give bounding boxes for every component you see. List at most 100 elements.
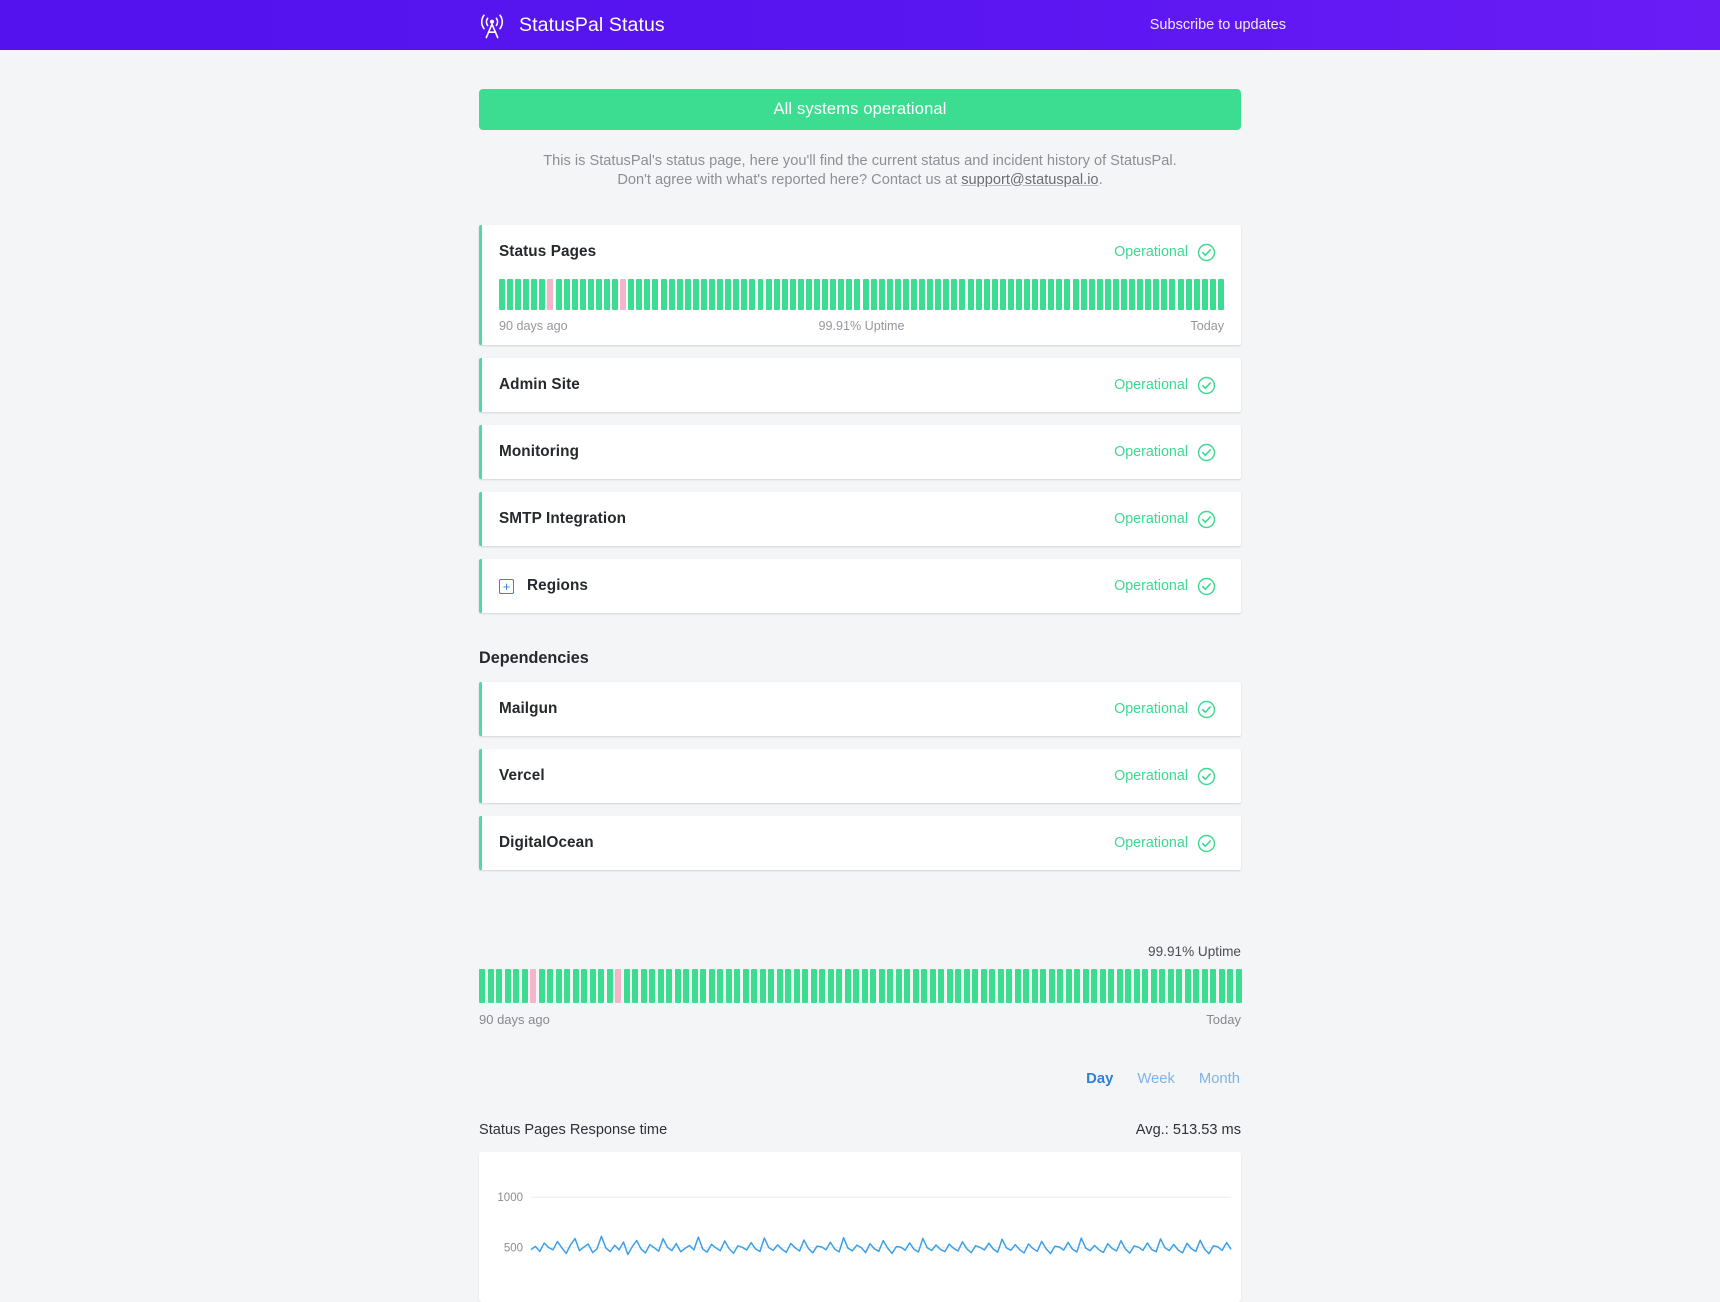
uptime-day-bar[interactable] bbox=[805, 279, 812, 310]
uptime-day-bar[interactable] bbox=[604, 279, 610, 310]
uptime-day-bar[interactable] bbox=[636, 279, 643, 310]
uptime-day-bar[interactable] bbox=[1096, 279, 1103, 310]
uptime-day-bar[interactable] bbox=[749, 279, 756, 310]
uptime-day-bar[interactable] bbox=[564, 969, 571, 1003]
uptime-day-bar[interactable] bbox=[854, 279, 861, 310]
uptime-day-bar[interactable] bbox=[959, 279, 966, 310]
uptime-day-bar[interactable] bbox=[838, 279, 845, 310]
uptime-day-bar[interactable] bbox=[660, 279, 667, 310]
uptime-day-bar[interactable] bbox=[963, 969, 970, 1003]
uptime-day-bar[interactable] bbox=[935, 279, 942, 310]
uptime-day-bar[interactable] bbox=[929, 969, 936, 1003]
uptime-day-bar[interactable] bbox=[830, 279, 837, 310]
uptime-day-bar[interactable] bbox=[1057, 969, 1064, 1003]
uptime-day-bar[interactable] bbox=[623, 969, 630, 1003]
uptime-day-bar[interactable] bbox=[523, 279, 530, 310]
uptime-day-bar[interactable] bbox=[861, 969, 868, 1003]
uptime-day-bar[interactable] bbox=[951, 279, 958, 310]
uptime-day-bar[interactable] bbox=[895, 969, 902, 1003]
uptime-day-bar[interactable] bbox=[1121, 279, 1127, 310]
uptime-day-bar[interactable] bbox=[862, 279, 869, 310]
uptime-day-bar[interactable] bbox=[975, 279, 982, 310]
uptime-day-bar[interactable] bbox=[1064, 279, 1071, 310]
uptime-day-bar[interactable] bbox=[802, 969, 809, 1003]
uptime-day-bar[interactable] bbox=[870, 969, 877, 1003]
uptime-day-bar[interactable] bbox=[1193, 279, 1200, 310]
uptime-day-bar[interactable] bbox=[1099, 969, 1106, 1003]
uptime-day-bar[interactable] bbox=[683, 969, 690, 1003]
uptime-day-bar[interactable] bbox=[538, 969, 545, 1003]
uptime-day-bar[interactable] bbox=[967, 279, 974, 310]
uptime-day-bar[interactable] bbox=[1031, 969, 1038, 1003]
uptime-day-bar[interactable] bbox=[547, 279, 554, 310]
uptime-day-bar[interactable] bbox=[797, 279, 804, 310]
uptime-day-bar[interactable] bbox=[589, 969, 596, 1003]
uptime-day-bar[interactable] bbox=[844, 969, 851, 1003]
uptime-day-bar[interactable] bbox=[725, 279, 732, 310]
uptime-day-bar[interactable] bbox=[853, 969, 860, 1003]
uptime-day-bar[interactable] bbox=[733, 279, 740, 310]
uptime-day-bar[interactable] bbox=[980, 969, 987, 1003]
uptime-day-bar[interactable] bbox=[983, 279, 990, 310]
uptime-day-bar[interactable] bbox=[555, 279, 562, 310]
uptime-day-bar[interactable] bbox=[1145, 279, 1152, 310]
uptime-day-bar[interactable] bbox=[691, 969, 698, 1003]
uptime-day-bar[interactable] bbox=[946, 969, 953, 1003]
uptime-day-bar[interactable] bbox=[572, 969, 579, 1003]
uptime-day-bar[interactable] bbox=[886, 279, 893, 310]
uptime-day-bar[interactable] bbox=[776, 969, 783, 1003]
uptime-bar-chart[interactable] bbox=[499, 279, 1224, 310]
uptime-day-bar[interactable] bbox=[870, 279, 877, 310]
uptime-day-bar[interactable] bbox=[499, 279, 505, 310]
uptime-day-bar[interactable] bbox=[912, 969, 919, 1003]
plus-square-icon[interactable]: + bbox=[499, 578, 514, 594]
uptime-day-bar[interactable] bbox=[1088, 279, 1095, 310]
uptime-day-bar[interactable] bbox=[827, 969, 834, 1003]
uptime-day-bar[interactable] bbox=[878, 969, 885, 1003]
uptime-day-bar[interactable] bbox=[1023, 969, 1030, 1003]
uptime-day-bar[interactable] bbox=[700, 279, 707, 310]
uptime-day-bar[interactable] bbox=[765, 279, 772, 310]
uptime-day-bar[interactable] bbox=[822, 279, 829, 310]
uptime-day-bar[interactable] bbox=[741, 279, 748, 310]
uptime-day-bar[interactable] bbox=[1007, 279, 1014, 310]
dependency-card-digitalocean[interactable]: DigitalOcean Operational bbox=[479, 816, 1241, 870]
uptime-day-bar[interactable] bbox=[1185, 279, 1192, 310]
uptime-day-bar[interactable] bbox=[991, 279, 998, 310]
uptime-day-bar[interactable] bbox=[1032, 279, 1039, 310]
uptime-day-bar[interactable] bbox=[717, 969, 724, 1003]
brand[interactable]: StatusPal Status bbox=[478, 9, 665, 41]
uptime-day-bar[interactable] bbox=[1104, 279, 1111, 310]
uptime-day-bar[interactable] bbox=[955, 969, 962, 1003]
uptime-day-bar[interactable] bbox=[674, 969, 681, 1003]
uptime-day-bar[interactable] bbox=[1218, 969, 1225, 1003]
service-card-regions[interactable]: + Regions Operational bbox=[479, 559, 1241, 613]
uptime-day-bar[interactable] bbox=[1040, 969, 1047, 1003]
global-uptime-bar-chart[interactable] bbox=[479, 969, 1242, 1003]
uptime-day-bar[interactable] bbox=[785, 969, 792, 1003]
uptime-day-bar[interactable] bbox=[1014, 969, 1021, 1003]
uptime-day-bar[interactable] bbox=[742, 969, 749, 1003]
uptime-day-bar[interactable] bbox=[666, 969, 673, 1003]
uptime-day-bar[interactable] bbox=[878, 279, 885, 310]
uptime-day-bar[interactable] bbox=[487, 969, 494, 1003]
uptime-day-bar[interactable] bbox=[676, 279, 683, 310]
uptime-day-bar[interactable] bbox=[894, 279, 901, 310]
uptime-day-bar[interactable] bbox=[810, 969, 817, 1003]
uptime-day-bar[interactable] bbox=[579, 279, 586, 310]
uptime-day-bar[interactable] bbox=[513, 969, 520, 1003]
uptime-day-bar[interactable] bbox=[657, 969, 664, 1003]
uptime-day-bar[interactable] bbox=[846, 279, 853, 310]
uptime-day-bar[interactable] bbox=[999, 279, 1006, 310]
uptime-day-bar[interactable] bbox=[773, 279, 780, 310]
support-email-link[interactable]: support@statuspal.io bbox=[961, 171, 1099, 188]
uptime-day-bar[interactable] bbox=[768, 969, 775, 1003]
uptime-day-bar[interactable] bbox=[902, 279, 909, 310]
uptime-day-bar[interactable] bbox=[1193, 969, 1200, 1003]
uptime-day-bar[interactable] bbox=[1116, 969, 1123, 1003]
uptime-day-bar[interactable] bbox=[555, 969, 562, 1003]
uptime-day-bar[interactable] bbox=[1125, 969, 1132, 1003]
uptime-day-bar[interactable] bbox=[1227, 969, 1234, 1003]
uptime-day-bar[interactable] bbox=[921, 969, 928, 1003]
uptime-day-bar[interactable] bbox=[1142, 969, 1149, 1003]
